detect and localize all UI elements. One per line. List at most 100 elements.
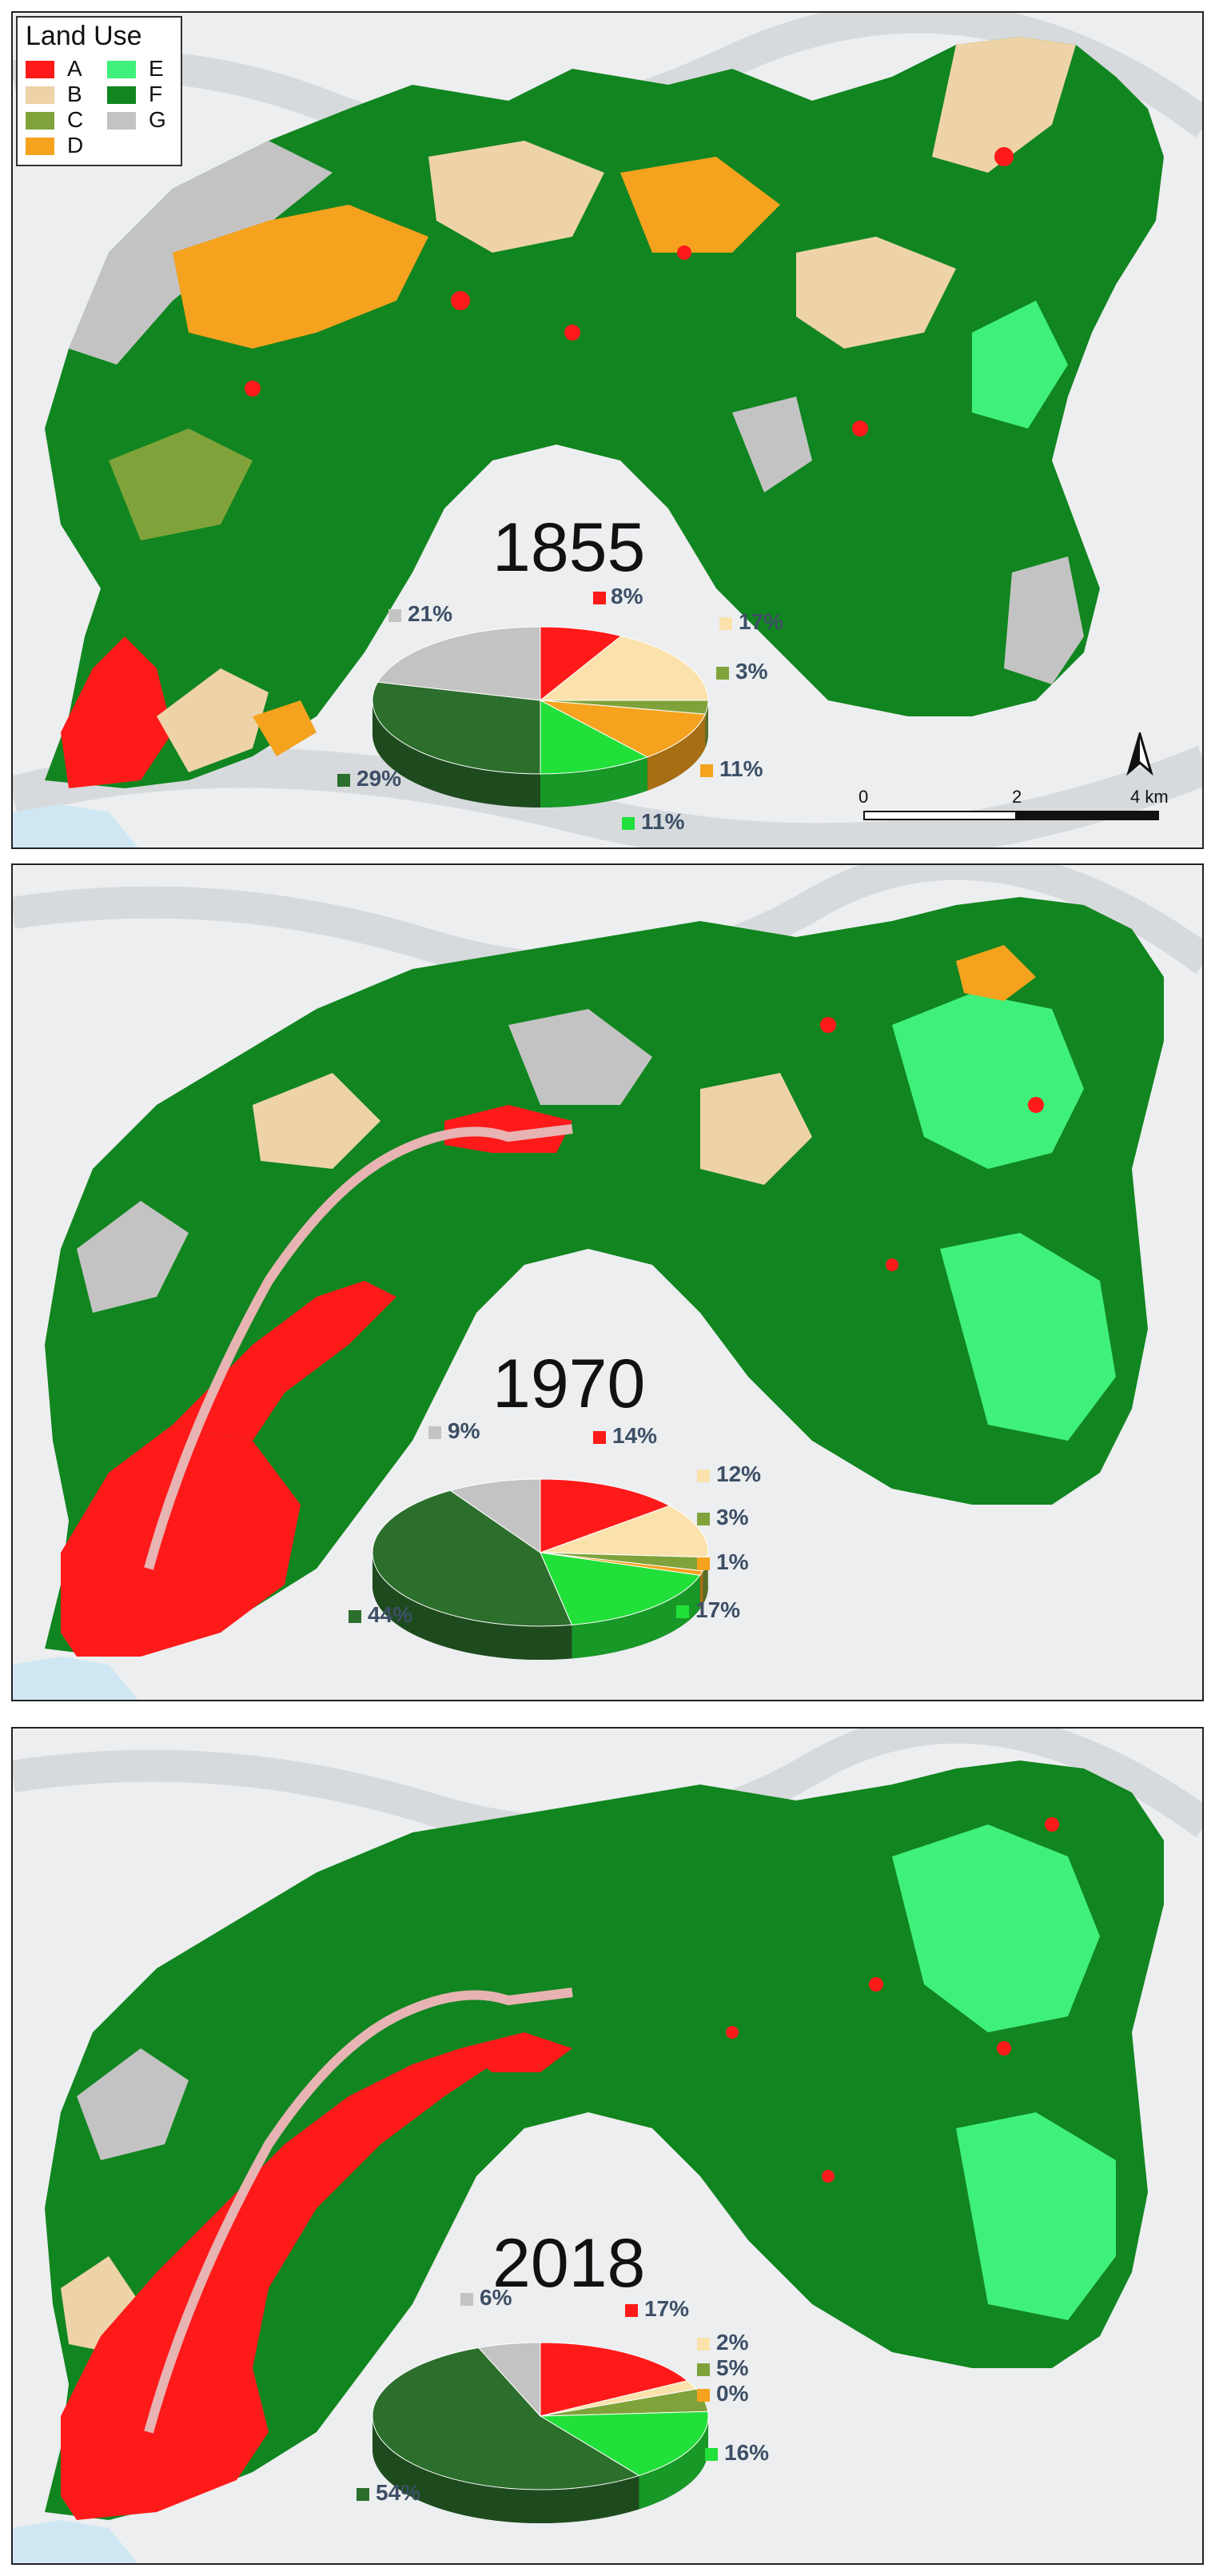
pct-label-e: 17% — [695, 1597, 741, 1622]
map-panel-1970: 1970 14% 12% 3% 1% 17% 44% 9% — [11, 863, 1204, 1701]
pie-slice-e — [540, 700, 649, 775]
pct-marker-d — [697, 1557, 710, 1570]
pct-label-c: 3% — [735, 659, 768, 684]
pct-marker-e — [705, 2448, 718, 2461]
pct-label-c: 5% — [716, 2355, 749, 2380]
pct-marker-g — [388, 609, 401, 622]
pie-slice-a — [540, 626, 623, 702]
pct-marker-g — [460, 2293, 473, 2306]
legend-swatch-e — [107, 61, 136, 78]
pct-label-g: 21% — [408, 601, 453, 626]
legend-label-b: B — [67, 82, 82, 106]
pie-side-e — [639, 2416, 708, 2510]
map-panel-2018: 2018 17% 2% 5% 0% 16% 54% 6% — [11, 1727, 1204, 2565]
pie-chart-1970 — [372, 1478, 709, 1660]
pct-marker-e — [676, 1605, 689, 1618]
legend-label-a: A — [67, 56, 82, 81]
pct-label-f: 44% — [368, 1602, 413, 1627]
pct-label-b: 2% — [716, 2330, 749, 2355]
year-label: 1855 — [492, 509, 646, 586]
terrain-map — [13, 13, 1202, 847]
legend-label-f: F — [149, 82, 163, 106]
pie-side-e — [540, 756, 647, 807]
pie-slice-g — [376, 626, 541, 701]
scale-tick-2: 2 — [1012, 787, 1022, 807]
pct-marker-d — [697, 2389, 710, 2402]
pie-slice-g — [449, 1478, 541, 1553]
pie-side-f — [372, 1553, 572, 1660]
pct-label-d: 11% — [719, 756, 763, 781]
pie-side-c — [705, 700, 708, 748]
terrain-map — [13, 1729, 1202, 2563]
pie-slice-f — [372, 2347, 640, 2490]
pct-label-g: 6% — [480, 2285, 512, 2310]
pct-label-g: 9% — [448, 1418, 480, 1443]
pie-side-f — [372, 2416, 639, 2523]
pie-slice-d — [540, 700, 707, 758]
pie-slice-b — [540, 1505, 709, 1558]
scale-segment-1 — [863, 811, 1017, 820]
pct-marker-a — [593, 1431, 606, 1444]
scale-tick-0: 0 — [858, 787, 869, 807]
pct-label-a: 14% — [612, 1423, 658, 1448]
pct-label-e: 16% — [724, 2440, 770, 2465]
scale-bar: 0 2 4 km — [858, 787, 1178, 835]
pie-slice-a — [540, 1478, 671, 1553]
pie-slice-b — [539, 635, 709, 701]
pct-label-b: 12% — [716, 1461, 762, 1486]
pie-slice-e — [539, 2411, 709, 2476]
year-label: 2018 — [492, 2225, 646, 2302]
pct-marker-a — [625, 2304, 638, 2317]
pie-slice-g — [477, 2342, 541, 2418]
pct-label-d: 1% — [716, 1549, 749, 1574]
year-label: 1970 — [492, 1346, 646, 1422]
legend-label-c: C — [67, 107, 84, 132]
pct-marker-c — [697, 2363, 710, 2376]
pie-side-f — [372, 700, 540, 807]
pct-label-f: 29% — [357, 766, 402, 791]
map-panel-1855: Land Use A B C D E F G — [11, 11, 1204, 849]
basin-forest — [45, 1761, 1164, 2520]
pct-marker-b — [697, 2338, 710, 2351]
legend-swatch-b — [26, 86, 54, 104]
legend-swatch-g — [107, 112, 136, 130]
pct-label-a: 8% — [611, 584, 643, 608]
pct-marker-c — [716, 667, 729, 680]
pie-chart-2018 — [372, 2342, 709, 2523]
legend-label-e: E — [149, 56, 164, 81]
pct-marker-c — [697, 1513, 710, 1525]
pct-label-e: 11% — [641, 809, 685, 834]
pct-marker-b — [719, 617, 732, 630]
pie-chart-1855 — [372, 626, 709, 807]
legend-swatch-a — [26, 61, 54, 78]
pie-slice-f — [372, 1489, 573, 1627]
legend-label-g: G — [149, 107, 166, 132]
pct-label-a: 17% — [644, 2296, 690, 2321]
pct-marker-a — [593, 592, 606, 604]
legend-title: Land Use — [26, 21, 142, 51]
pct-marker-f — [357, 2488, 369, 2501]
pie-slice-f — [372, 681, 541, 775]
pct-marker-g — [428, 1426, 441, 1439]
scale-tick-4: 4 km — [1130, 787, 1169, 807]
pct-marker-d — [700, 764, 713, 777]
pie-slice-e — [540, 1552, 701, 1625]
pct-label-f: 54% — [376, 2480, 421, 2505]
terrain-map — [13, 865, 1202, 1700]
legend-label-d: D — [67, 133, 84, 158]
legend-swatch-d — [26, 138, 54, 155]
scale-segment-2 — [1015, 811, 1159, 820]
legend-swatch-f — [107, 86, 136, 104]
pct-label-c: 3% — [716, 1505, 749, 1529]
pie-side-d — [699, 1570, 703, 1609]
pct-marker-b — [697, 1469, 710, 1482]
pct-marker-e — [622, 817, 635, 830]
north-arrow-icon — [1124, 732, 1156, 777]
pie-side-e — [572, 1575, 700, 1659]
pie-slice-a — [540, 2342, 689, 2417]
pct-marker-f — [337, 774, 350, 787]
pct-label-d: 0% — [716, 2381, 749, 2406]
legend: Land Use A B C D E F G — [16, 16, 182, 166]
legend-swatch-c — [26, 112, 54, 130]
pct-label-b: 17% — [739, 609, 784, 634]
